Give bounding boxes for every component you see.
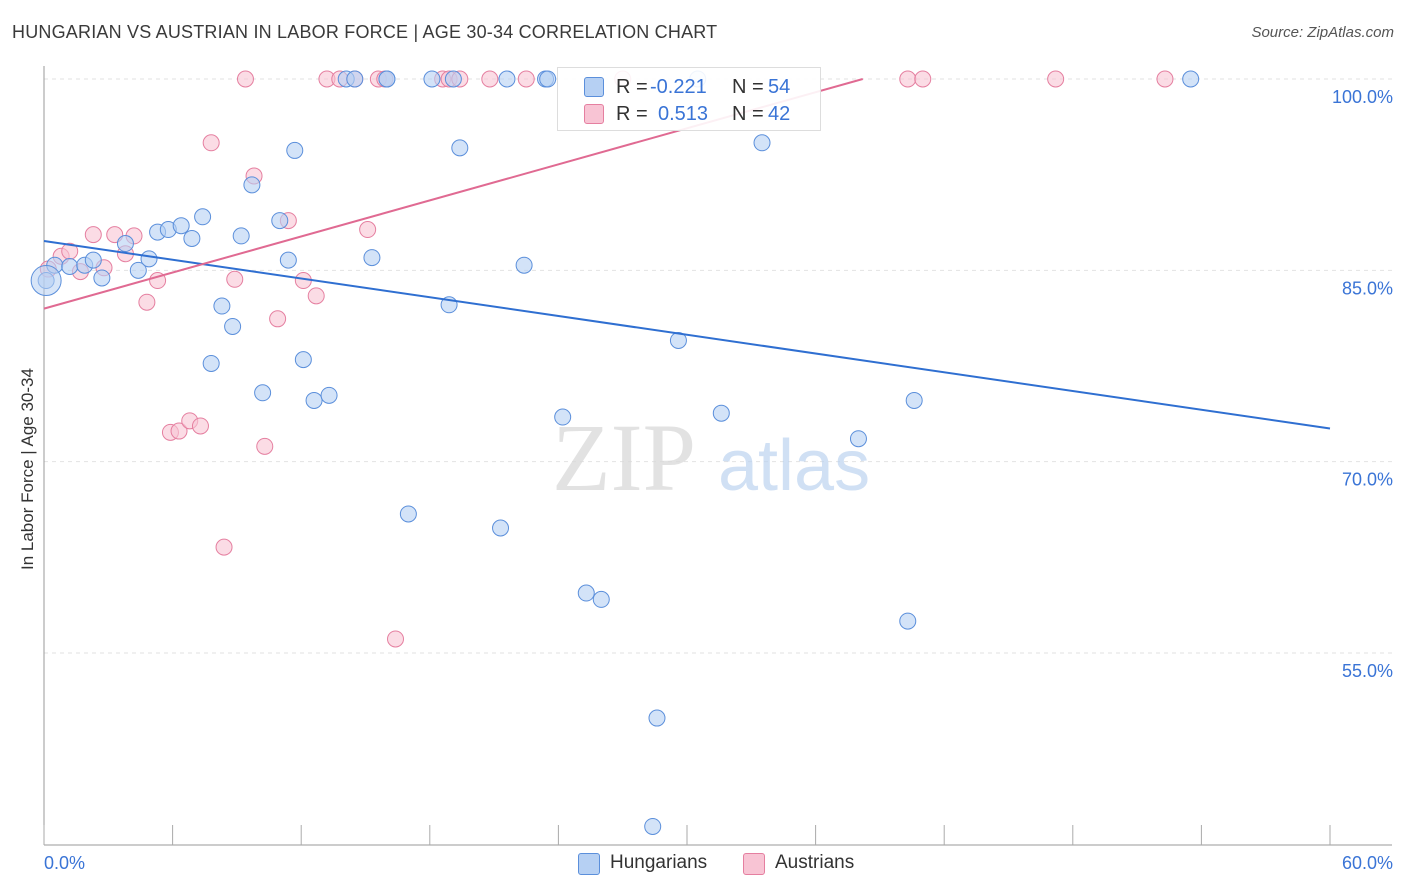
hungarian-point: [305, 391, 323, 409]
watermark-zip: ZIP: [552, 404, 696, 511]
austrian-point: [170, 422, 188, 440]
hungarian-point: [363, 249, 381, 267]
hungarian-point-large: [30, 265, 62, 297]
hungarian-point: [905, 391, 923, 409]
hungarian-point: [644, 817, 662, 835]
hungarians-points: [30, 70, 1200, 835]
hungarian-point: [183, 229, 201, 247]
x-tick-label-min: 0.0%: [44, 853, 85, 873]
hungarian-point: [423, 70, 441, 88]
grid-lines: [44, 78, 1392, 654]
y-tick-label: 55.0%: [1342, 661, 1393, 681]
hungarian-point: [93, 269, 111, 287]
austrian-point: [84, 226, 102, 244]
watermark-atlas: atlas: [718, 426, 870, 506]
hungarian-point: [577, 584, 595, 602]
hungarian-point: [346, 70, 364, 88]
y-axis-label: In Labor Force | Age 30-34: [18, 368, 37, 570]
austrian-point: [481, 70, 499, 88]
legend-r-label: R =: [616, 102, 648, 125]
legend-r-value-hungarians: -0.221: [650, 75, 707, 98]
y-tick-label: 70.0%: [1342, 470, 1393, 490]
chart-title: HUNGARIAN VS AUSTRIAN IN LABOR FORCE | A…: [12, 22, 718, 42]
zipatlas-watermark: ZIP atlas: [552, 404, 870, 511]
austrian-point: [215, 538, 233, 556]
austrian-point: [307, 287, 325, 305]
hungarian-point: [753, 134, 771, 152]
hungarian-point: [498, 70, 516, 88]
austrian-point: [138, 293, 156, 311]
hungarian-point: [399, 505, 417, 523]
axes: [43, 66, 1392, 846]
hungarian-point: [378, 70, 396, 88]
hungarian-point: [232, 227, 250, 245]
hungarian-point: [271, 212, 289, 230]
y-tick-label: 85.0%: [1342, 278, 1393, 298]
austrian-point: [1156, 70, 1174, 88]
hungarian-point: [592, 590, 610, 608]
austrian-point: [1047, 70, 1065, 88]
legend-label-hungarians: Hungarians: [610, 852, 708, 873]
trend-lines: [43, 78, 1331, 430]
legend-swatch-hungarians: [578, 853, 600, 875]
legend-swatch-austrians: [584, 104, 604, 124]
legend-swatch-austrians: [743, 853, 765, 875]
hungarian-point: [202, 354, 220, 372]
legend-n-value-austrians: 42: [768, 102, 791, 125]
legend-r-value-austrians: 0.513: [658, 102, 709, 125]
hungarian-point: [294, 351, 312, 369]
hungarian-point: [129, 261, 147, 279]
hungarian-point: [849, 430, 867, 448]
austrian-point: [202, 134, 220, 152]
hungarian-point: [254, 384, 272, 402]
hungarian-point: [320, 386, 338, 404]
hungarian-point: [712, 404, 730, 422]
tick-labels: 100.0% 85.0% 70.0% 55.0% 0.0% 60.0%: [44, 87, 1393, 873]
austrian-point: [191, 417, 209, 435]
hungarian-point: [84, 251, 102, 269]
hungarian-point: [140, 250, 158, 268]
austrian-point: [236, 70, 254, 88]
hungarian-point: [648, 709, 666, 727]
austrian-point: [226, 270, 244, 288]
hungarian-point: [61, 258, 79, 276]
hungarian-point: [243, 176, 261, 194]
austrian-point: [387, 630, 405, 648]
austrian-point: [256, 437, 274, 455]
hungarian-point: [286, 141, 304, 159]
austrian-point: [269, 310, 287, 328]
hungarian-point: [279, 251, 297, 269]
hungarian-point: [116, 235, 134, 253]
hungarian-point: [213, 297, 231, 315]
hungarian-point: [224, 317, 242, 335]
hungarian-point: [492, 519, 510, 537]
hungarian-point: [554, 408, 572, 426]
hungarian-point: [451, 139, 469, 157]
hungarian-point: [172, 217, 190, 235]
legend-n-label: N =: [732, 102, 764, 125]
hungarian-point: [444, 70, 462, 88]
legend-r-label: R =: [616, 75, 648, 98]
hungarian-point: [515, 256, 533, 274]
austrian-point: [359, 221, 377, 239]
legend-label-austrians: Austrians: [775, 852, 855, 873]
legend-n-value-hungarians: 54: [768, 75, 791, 98]
hungarians-trend-line: [43, 240, 1331, 430]
source-attribution: Source: ZipAtlas.com: [1251, 24, 1394, 41]
austrian-point: [899, 70, 917, 88]
austrian-point: [914, 70, 932, 88]
hungarian-point: [899, 612, 917, 630]
legend-n-label: N =: [732, 75, 764, 98]
hungarian-point: [194, 208, 212, 226]
hungarian-point: [1182, 70, 1200, 88]
austrian-point: [517, 70, 535, 88]
stats-legend: R = -0.221 N = 54 R = 0.513 N = 42: [557, 67, 821, 131]
x-tick-label-max: 60.0%: [1342, 853, 1393, 873]
y-tick-label: 100.0%: [1332, 87, 1393, 107]
hungarian-point: [539, 70, 557, 88]
legend-swatch-hungarians: [584, 77, 604, 97]
